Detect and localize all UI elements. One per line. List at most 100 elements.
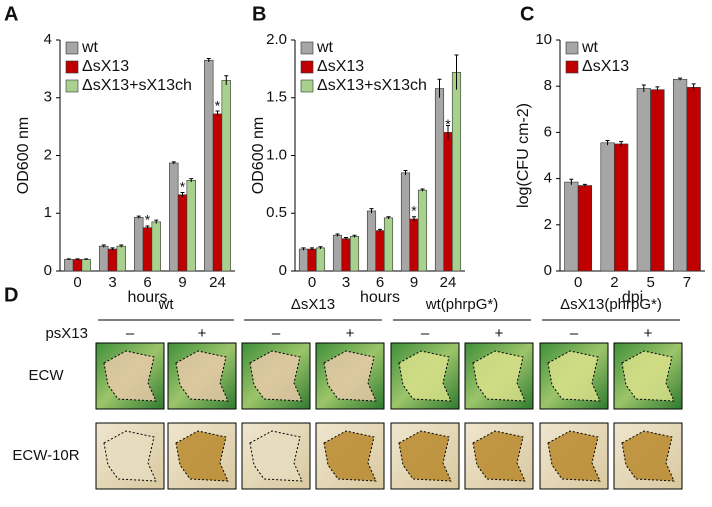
bar <box>577 185 593 272</box>
bar <box>315 247 326 272</box>
y-tick-label: 10 <box>535 31 552 48</box>
lesion <box>103 430 157 482</box>
error-bar <box>352 234 357 238</box>
x-tick-label: 3 <box>342 274 350 291</box>
y-tick-label: 2 <box>544 216 552 233</box>
bar <box>636 88 651 272</box>
bar <box>212 113 223 272</box>
bar <box>204 59 214 272</box>
bar <box>434 88 445 272</box>
error-bar <box>119 244 124 248</box>
lesion <box>621 430 675 482</box>
error-bar <box>145 225 150 230</box>
group-header: wt <box>158 296 175 313</box>
bar <box>307 248 317 272</box>
significance: * <box>215 98 221 114</box>
bar <box>186 180 196 272</box>
x-tick-label: 3 <box>108 274 116 291</box>
y-tick-label: 0 <box>44 262 52 279</box>
legend-swatch <box>300 79 314 93</box>
bar <box>116 245 126 272</box>
y-tick-label: 3 <box>44 89 52 106</box>
lesion <box>472 350 526 402</box>
y-tick-label: 8 <box>544 77 552 94</box>
y-tick-label: 0 <box>544 262 552 279</box>
panel-label: C <box>520 3 534 25</box>
error-bar <box>189 178 194 183</box>
lesion <box>472 430 526 482</box>
panel-label: D <box>4 284 18 306</box>
y-tick-label: 2 <box>44 146 52 163</box>
legend-label: ΔsX13+sX13ch <box>82 77 192 94</box>
bar <box>177 194 188 272</box>
bar <box>672 78 688 272</box>
legend-label: wt <box>316 39 334 56</box>
group-header: ΔsX13(phrpG*) <box>560 296 662 313</box>
y-tick-label: 6 <box>544 123 552 140</box>
error-bar <box>386 216 391 220</box>
x-tick-label: 0 <box>308 274 316 291</box>
legend-swatch <box>65 79 79 93</box>
error-bar <box>136 215 141 219</box>
lesion <box>398 350 452 402</box>
bar <box>366 210 377 272</box>
error-bar <box>301 247 306 251</box>
y-tick-label: 0.5 <box>266 204 287 221</box>
sign: + <box>198 325 207 342</box>
error-bar <box>403 170 408 176</box>
y-tick-label: 4 <box>44 31 52 48</box>
error-bar <box>335 233 340 237</box>
x-tick-label: 7 <box>683 274 691 291</box>
x-axis-label: hours <box>127 289 167 306</box>
x-tick-label: 6 <box>376 274 384 291</box>
error-bar <box>154 219 159 224</box>
bar <box>383 217 394 272</box>
error-bar <box>412 216 416 222</box>
bar <box>650 89 665 272</box>
lesion <box>103 350 157 402</box>
significance: * <box>180 178 186 194</box>
error-bar <box>378 228 382 232</box>
x-tick-label: 24 <box>440 274 457 291</box>
bar <box>81 259 91 272</box>
panel-label: B <box>252 3 266 25</box>
error-bar <box>691 83 696 91</box>
y-tick-label: 1 <box>44 204 52 221</box>
lesion <box>249 430 303 482</box>
group-header: ΔsX13 <box>291 296 335 313</box>
bar <box>72 259 83 272</box>
error-bar <box>101 244 106 248</box>
error-bar <box>180 191 185 198</box>
error-bar <box>75 258 80 261</box>
error-bar <box>110 247 115 251</box>
x-tick-label: 6 <box>143 274 151 291</box>
lesion <box>323 350 377 402</box>
legend-label: wt <box>81 39 99 56</box>
sign: + <box>346 325 355 342</box>
row-label: ECW-10R <box>12 447 79 464</box>
bar <box>375 230 385 272</box>
legend-label: ΔsX13 <box>317 58 364 75</box>
error-bar <box>66 258 71 261</box>
y-tick-label: 1.5 <box>266 89 287 106</box>
significance: * <box>445 116 451 132</box>
x-tick-label: 5 <box>646 274 654 291</box>
bar <box>99 245 109 272</box>
y-axis-label: OD600 nm <box>15 117 32 194</box>
legend-swatch <box>300 60 314 74</box>
y-axis-label: log(CFU cm-2) <box>515 103 532 208</box>
y-tick-label: 0 <box>279 262 287 279</box>
bar <box>614 143 629 272</box>
y-tick-label: 4 <box>544 170 552 187</box>
sign: + <box>495 325 504 342</box>
bar <box>409 218 419 272</box>
lesion <box>621 350 675 402</box>
row-label: ECW <box>29 367 65 384</box>
group-header: wt(phrpG*) <box>425 296 499 313</box>
bar <box>417 189 428 272</box>
bar <box>134 216 144 272</box>
x-tick-label: 0 <box>73 274 81 291</box>
error-bar <box>454 54 459 90</box>
legend-label: ΔsX13+sX13ch <box>317 77 427 94</box>
error-bar <box>569 178 574 185</box>
